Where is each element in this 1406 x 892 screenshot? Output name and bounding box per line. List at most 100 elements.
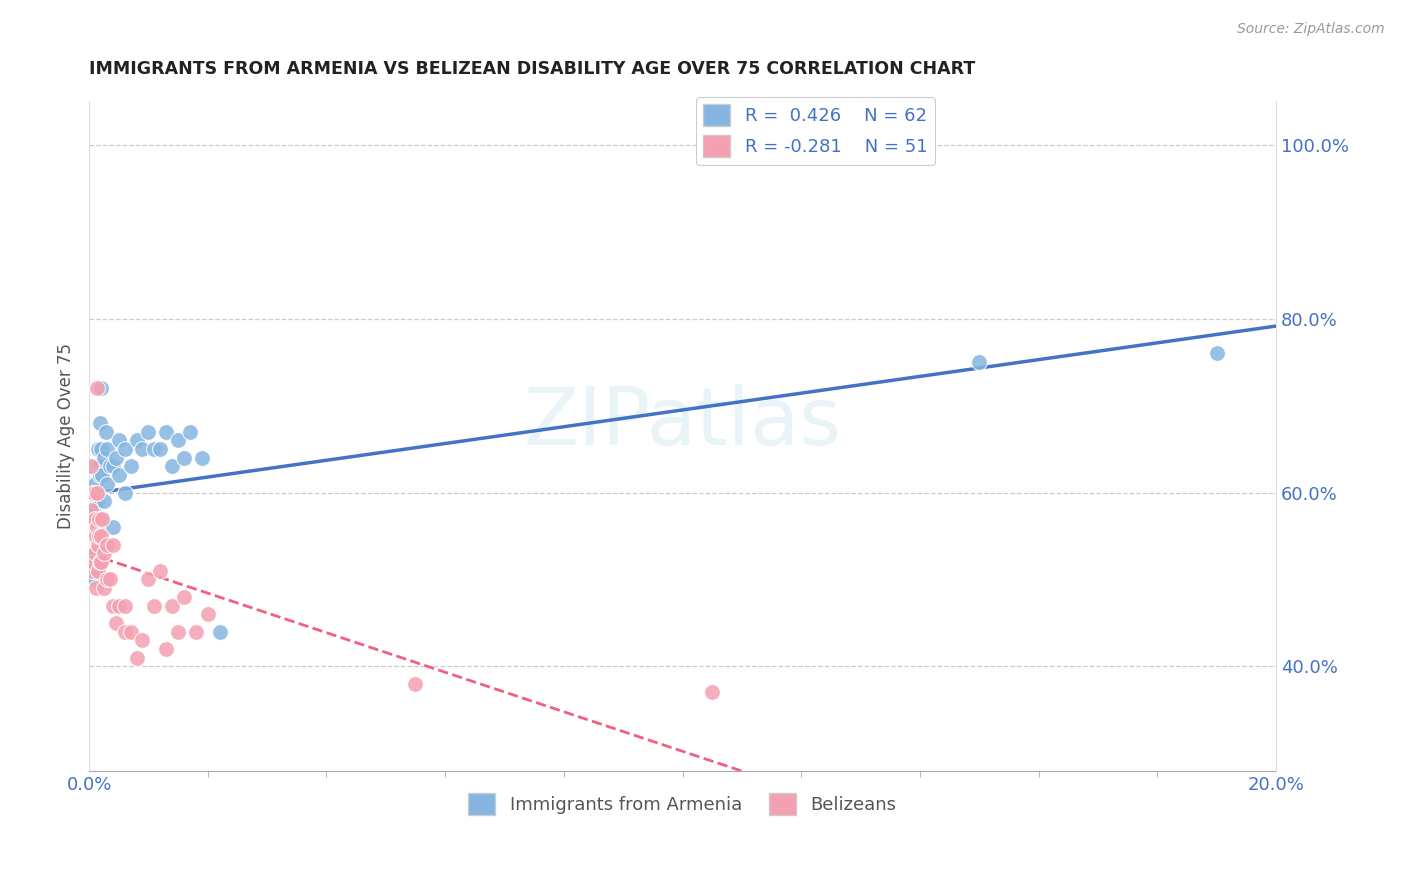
Point [125, 650, 148, 665]
Point [86, 459, 108, 474]
Point [101, 599, 124, 613]
Point [79, 520, 101, 534]
Point [131, 633, 153, 648]
Point [84, 546, 107, 560]
Point [80, 555, 103, 569]
Point [96, 476, 118, 491]
Point [86, 520, 108, 534]
Point [86, 529, 108, 543]
Point [91, 511, 114, 525]
Point [80, 546, 103, 560]
Point [96, 538, 118, 552]
Point [155, 425, 177, 439]
Point [104, 450, 127, 465]
Point [87, 442, 110, 456]
Point [82, 459, 104, 474]
Point [125, 434, 148, 448]
Point [143, 442, 166, 456]
Point [96, 442, 118, 456]
Point [101, 520, 124, 534]
Point [80, 529, 103, 543]
Point [120, 624, 142, 639]
Point [80, 459, 103, 474]
Point [79, 529, 101, 543]
Point [90, 442, 112, 456]
Point [101, 538, 124, 552]
Point [104, 615, 127, 630]
Point [1205, 346, 1227, 360]
Point [84, 511, 107, 525]
Point [82, 555, 104, 569]
Point [107, 599, 129, 613]
Point [90, 381, 112, 395]
Text: Source: ZipAtlas.com: Source: ZipAtlas.com [1237, 22, 1385, 37]
Point [80, 564, 103, 578]
Point [80, 529, 103, 543]
Point [89, 416, 111, 430]
Point [83, 573, 105, 587]
Point [114, 442, 136, 456]
Point [967, 355, 990, 369]
Point [87, 485, 110, 500]
Point [87, 564, 110, 578]
Point [191, 450, 214, 465]
Point [160, 599, 183, 613]
Point [89, 511, 111, 525]
Point [173, 450, 195, 465]
Point [114, 485, 136, 500]
Point [107, 468, 129, 483]
Point [86, 381, 108, 395]
Point [84, 529, 107, 543]
Point [82, 485, 104, 500]
Point [149, 442, 172, 456]
Point [120, 459, 142, 474]
Point [80, 503, 103, 517]
Point [84, 520, 107, 534]
Point [114, 624, 136, 639]
Point [87, 511, 110, 525]
Point [197, 607, 219, 622]
Point [89, 468, 111, 483]
Point [83, 529, 105, 543]
Point [83, 529, 105, 543]
Point [138, 425, 160, 439]
Point [84, 511, 107, 525]
Point [84, 581, 107, 595]
Point [94, 425, 117, 439]
Point [173, 590, 195, 604]
Point [82, 520, 104, 534]
Point [107, 434, 129, 448]
Point [84, 476, 107, 491]
Point [149, 564, 172, 578]
Point [82, 520, 104, 534]
Point [87, 538, 110, 552]
Point [93, 581, 115, 595]
Point [84, 546, 107, 560]
Point [98, 573, 121, 587]
Point [93, 494, 115, 508]
Point [167, 434, 190, 448]
Point [179, 425, 201, 439]
Point [90, 555, 112, 569]
Point [83, 511, 105, 525]
Point [86, 564, 108, 578]
Point [167, 624, 190, 639]
Point [87, 529, 110, 543]
Point [86, 485, 108, 500]
Point [143, 599, 166, 613]
Text: ZIPatlas: ZIPatlas [523, 384, 842, 462]
Point [80, 503, 103, 517]
Point [208, 624, 231, 639]
Point [86, 494, 108, 508]
Point [101, 459, 124, 474]
Point [155, 642, 177, 657]
Point [91, 468, 114, 483]
Point [80, 485, 103, 500]
Legend: Immigrants from Armenia, Belizeans: Immigrants from Armenia, Belizeans [461, 786, 904, 822]
Point [138, 573, 160, 587]
Point [91, 511, 114, 525]
Point [87, 459, 110, 474]
Point [89, 555, 111, 569]
Point [80, 564, 103, 578]
Point [184, 624, 207, 639]
